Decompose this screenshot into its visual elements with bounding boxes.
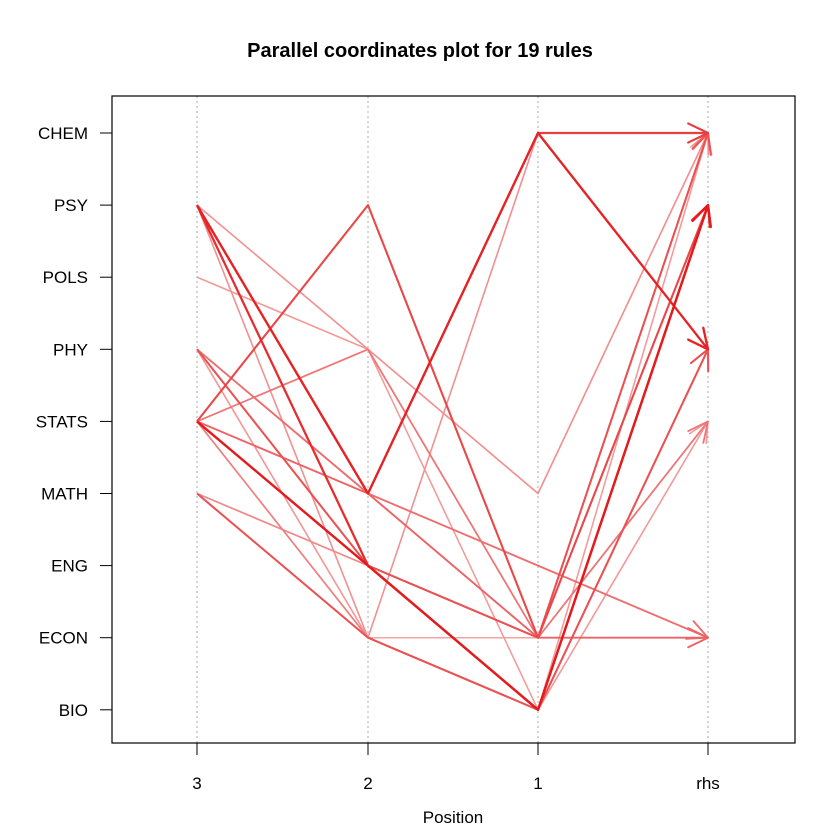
y-axis: CHEM PSY POLS PHY STATS MATH ENG ECON BIO [36, 124, 112, 720]
y-tick-label-pols: POLS [43, 268, 88, 287]
x-tick-label-2: 2 [363, 774, 372, 793]
rule-arrowhead [691, 203, 712, 229]
rule-arrowhead [687, 627, 709, 649]
rule-arrowhead [687, 420, 709, 444]
y-tick-label-chem: CHEM [38, 124, 88, 143]
rule-5 [196, 420, 709, 649]
y-tick-label-stats: STATS [36, 412, 88, 431]
rule-line [196, 132, 708, 639]
y-tick-label-phy: PHY [53, 340, 88, 359]
x-axis: 3 2 1 rhs [192, 743, 720, 793]
rule-line [196, 348, 709, 639]
y-tick-label-eng: ENG [51, 557, 88, 576]
rule-line [196, 204, 710, 711]
rule-15 [196, 122, 709, 639]
rule-arrowhead [687, 122, 710, 144]
x-tick-label-rhs: rhs [696, 774, 720, 793]
rule-arrowhead [687, 326, 710, 351]
x-tick-label-1: 1 [533, 774, 542, 793]
y-tick-label-psy: PSY [54, 196, 88, 215]
y-tick-label-math: MATH [41, 485, 88, 504]
chart-title: Parallel coordinates plot for 19 rules [247, 40, 593, 62]
rule-line [196, 348, 709, 711]
rule-line [196, 204, 709, 639]
rule-3 [196, 203, 712, 711]
rule-1 [195, 131, 710, 495]
rule-line [196, 132, 709, 639]
rule-2 [195, 203, 712, 711]
y-tick-label-econ: ECON [39, 629, 88, 648]
rule-line [195, 131, 709, 495]
x-tick-label-3: 3 [192, 774, 201, 793]
x-axis-title: Position [423, 808, 483, 827]
rule-7 [196, 122, 710, 495]
rule-line [195, 204, 710, 711]
y-tick-label-bio: BIO [59, 701, 88, 720]
rules-layer [195, 122, 713, 711]
plot-frame [111, 95, 796, 744]
